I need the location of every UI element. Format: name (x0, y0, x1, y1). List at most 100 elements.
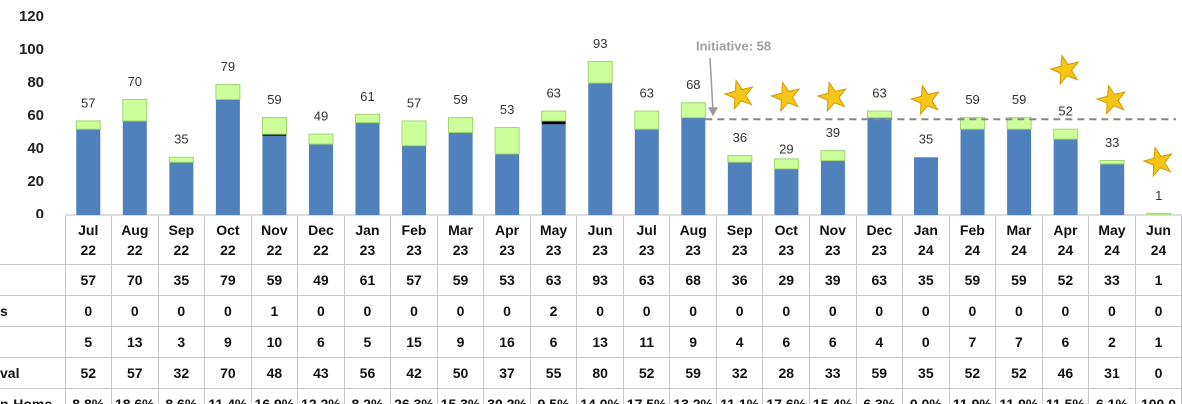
table-cell: 63 (529, 264, 578, 296)
x-tick-label: Jun 23 (587, 222, 613, 258)
table-cell: 79 (204, 264, 252, 296)
category-cell: Sep 22 (157, 216, 206, 265)
table-cell: 55 (529, 357, 578, 389)
value-label: 57 (407, 95, 421, 110)
star-icon (816, 81, 847, 113)
category-cell: Nov 23 (809, 216, 857, 265)
table-cell: 5 (64, 326, 113, 358)
table-cell: 6 (297, 326, 345, 358)
bar-segment (587, 61, 613, 84)
table-cell: 0 (948, 295, 997, 327)
table-cell: 6 (809, 326, 857, 358)
value-label: 63 (872, 85, 886, 100)
bar-segment (1146, 212, 1172, 216)
table-cell: 15.4% (809, 388, 857, 404)
bar-segment (1099, 160, 1125, 165)
table-cell: 37 (483, 357, 531, 389)
table-cell: 16.9% (250, 388, 299, 404)
table-cell: 52 (995, 357, 1043, 389)
table-cell: 32 (157, 357, 206, 389)
bar-segment (1053, 128, 1079, 140)
value-label: 79 (221, 59, 235, 74)
bar-segment (1100, 163, 1125, 215)
category-cell: Jan 23 (343, 216, 392, 265)
row-label: val (0, 357, 66, 389)
value-label: 39 (826, 125, 840, 140)
bar-segment (960, 117, 986, 130)
value-label: 36 (733, 130, 747, 145)
value-label: 59 (267, 92, 281, 107)
value-label: 59 (453, 92, 467, 107)
category-cell: Sep 23 (715, 216, 764, 265)
table-cell: 61 (343, 264, 392, 296)
category-cell: Feb 23 (390, 216, 438, 265)
annotation-label: Initiative: 58 (696, 38, 771, 53)
x-tick-label: Dec 23 (866, 222, 893, 258)
star-icon (723, 79, 754, 111)
table-cell: 70 (204, 357, 252, 389)
bar-segment (75, 120, 101, 130)
bar-segment (820, 160, 845, 215)
value-label: 53 (500, 102, 514, 117)
table-cell: 11 (622, 326, 671, 358)
table-cell: 17.6% (762, 388, 810, 404)
x-tick-label: Oct 23 (774, 222, 798, 258)
table-cell: 1 (1134, 264, 1182, 296)
annotation-arrow (709, 57, 714, 112)
table-cell: 46 (1041, 357, 1090, 389)
x-tick-label: Jul 23 (636, 222, 657, 258)
category-cell: Apr 23 (483, 216, 531, 265)
table-cell: 29 (762, 264, 810, 296)
table-cell: 48 (250, 357, 299, 389)
table-cell: 0 (111, 295, 159, 327)
bar-segment (448, 132, 473, 215)
bar-segment (727, 162, 752, 215)
x-tick-label: Aug 22 (121, 222, 149, 258)
table-row: val 52 57 32 70 48 43 56 42 50 37 55 80 52 59 32 28 33 59 3… (0, 357, 1182, 389)
table-cell: 0 (576, 295, 624, 327)
category-cell: May 23 (529, 216, 578, 265)
table-cell: 57 (64, 264, 113, 296)
table-cell: 2 (529, 295, 578, 327)
value-label: 33 (1105, 135, 1119, 150)
table-cell: 100.0 (1134, 388, 1182, 404)
value-label: 29 (779, 142, 793, 157)
table-cell: 12.2% (297, 388, 345, 404)
x-tick-label: Apr 23 (494, 222, 520, 258)
table-cell: 15.3% (436, 388, 485, 404)
table-cell: 11.1% (715, 388, 764, 404)
table-cell: 0 (995, 295, 1043, 327)
y-tick-label: 20 (27, 173, 44, 190)
value-label: 59 (1012, 92, 1026, 107)
value-label: 70 (128, 74, 142, 89)
value-label: 52 (1058, 104, 1072, 119)
table-cell: 63 (622, 264, 671, 296)
bar-segment (1053, 139, 1078, 215)
table-cell: 11.9% (995, 388, 1043, 404)
bar-segment (355, 113, 381, 124)
table-cell: 57 (111, 357, 159, 389)
star-icon (1049, 54, 1080, 86)
row-label: s (0, 295, 66, 327)
bar-segment (1006, 117, 1032, 130)
table-cell: 52 (64, 357, 113, 389)
table-cell: 7 (948, 326, 997, 358)
table-cell: 8.2% (343, 388, 392, 404)
table-cell: 0 (343, 295, 392, 327)
y-tick-label: 60 (27, 107, 44, 124)
bar-segment (680, 102, 706, 119)
bar-segment (448, 117, 474, 134)
x-tick-label: Sep 23 (726, 222, 753, 258)
bar-segment (727, 155, 753, 163)
table-cell: 42 (390, 357, 438, 389)
table-cell: 17.5% (622, 388, 671, 404)
bar-segment (122, 99, 148, 122)
x-tick-label: Oct 22 (216, 222, 240, 258)
table-cell: 59 (995, 264, 1043, 296)
x-tick-label: Nov 23 (819, 222, 846, 258)
table-cell: 10 (250, 326, 299, 358)
table-cell: 59 (669, 357, 717, 389)
table-cell: 35 (902, 264, 950, 296)
